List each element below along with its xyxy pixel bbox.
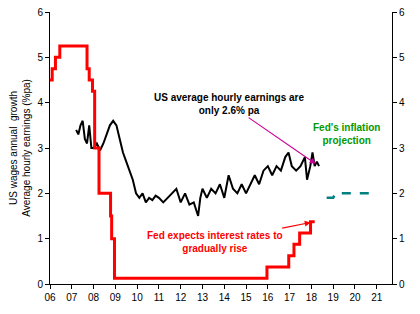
svg-text:0: 0 (37, 279, 43, 290)
svg-text:US wages annual growthAverage: US wages annual growthAverage hourly ear… (8, 79, 32, 217)
svg-text:21: 21 (371, 292, 383, 303)
svg-text:20: 20 (349, 292, 361, 303)
svg-text:6: 6 (399, 7, 405, 18)
svg-text:5: 5 (399, 52, 405, 63)
svg-text:09: 09 (110, 292, 122, 303)
svg-text:07: 07 (66, 292, 78, 303)
svg-text:13: 13 (197, 292, 209, 303)
svg-text:6: 6 (37, 7, 43, 18)
svg-text:15: 15 (240, 292, 252, 303)
svg-text:3: 3 (399, 143, 405, 154)
svg-text:0: 0 (399, 279, 405, 290)
svg-text:1: 1 (399, 233, 405, 244)
svg-text:06: 06 (44, 292, 56, 303)
svg-text:5: 5 (37, 52, 43, 63)
svg-text:1: 1 (37, 233, 43, 244)
svg-text:Fed expects interest rates tog: Fed expects interest rates togradually r… (147, 230, 283, 254)
svg-text:Fed's inflationprojection: Fed's inflationprojection (313, 122, 380, 146)
svg-text:2: 2 (399, 188, 405, 199)
svg-text:19: 19 (328, 292, 340, 303)
svg-text:4: 4 (399, 97, 405, 108)
svg-text:2: 2 (37, 188, 43, 199)
svg-text:14: 14 (219, 292, 231, 303)
svg-text:US average hourly earnings are: US average hourly earnings areonly 2.6% … (154, 92, 305, 116)
svg-text:18: 18 (306, 292, 318, 303)
svg-text:08: 08 (88, 292, 100, 303)
svg-text:4: 4 (37, 97, 43, 108)
svg-text:17: 17 (284, 292, 296, 303)
svg-text:10: 10 (132, 292, 144, 303)
svg-text:11: 11 (154, 292, 165, 303)
svg-text:12: 12 (175, 292, 187, 303)
svg-text:16: 16 (262, 292, 274, 303)
svg-text:3: 3 (37, 143, 43, 154)
